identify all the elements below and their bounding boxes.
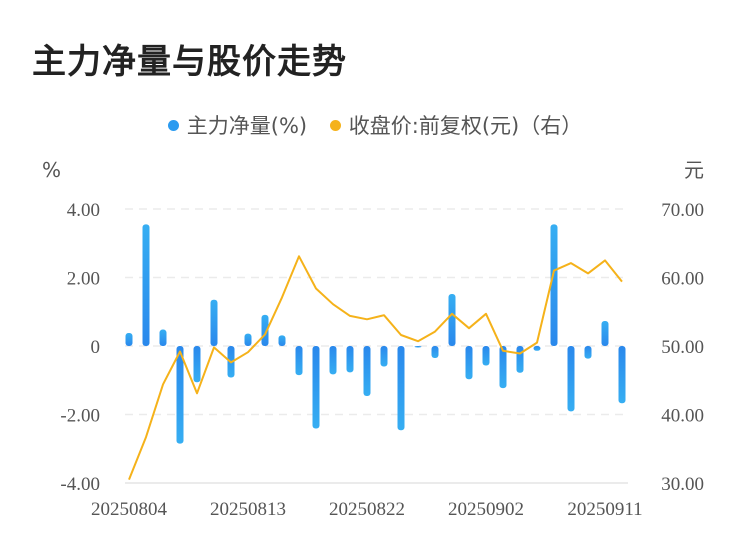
bar-20250911 [601,320,609,346]
bar-20250806 [159,329,167,346]
bar-20250815 [278,335,286,346]
bar-20250822 [363,346,371,397]
right-tick-label: 40.00 [661,406,704,427]
left-axis-unit: % [42,158,61,182]
bar-20250829 [448,293,456,346]
x-tick-label: 20250813 [210,499,286,520]
left-tick-label: 4.00 [67,200,100,221]
bar-20250814 [261,314,269,346]
legend-dot-yellow [329,119,341,131]
left-tick-label: -4.00 [60,474,100,495]
bar-20250903 [499,346,507,389]
bar-20250827 [414,346,422,348]
bar-20250820 [329,346,337,375]
bar-20250819 [312,346,320,429]
bar-20250908 [550,224,558,346]
right-tick-label: 30.00 [661,474,704,495]
right-tick-label: 50.00 [661,337,704,358]
close-price-line [128,255,623,480]
x-tick-label: 20250902 [448,499,524,520]
bar-20250811 [210,299,218,346]
bar-20250826 [397,346,405,431]
bar-20250808 [193,346,201,383]
legend-label: 收盘价:前复权(元)（右） [348,114,583,138]
bar-20250813 [244,333,252,346]
bar-20250909 [567,346,575,412]
bar-20250902 [482,346,490,366]
left-tick-label: 0 [91,337,101,358]
right-tick-label: 70.00 [661,200,704,221]
bar-20250910 [584,346,592,359]
bar-20250821 [346,346,354,373]
legend-item-net-volume[interactable]: 主力净量(%) [167,110,308,140]
legend-dot-blue [167,119,179,131]
left-tick-label: 2.00 [67,269,100,290]
right-axis-unit: 元 [684,158,704,182]
bar-20250818 [295,346,303,376]
x-tick-label: 20250911 [567,499,642,520]
bar-20250905 [533,346,541,351]
bar-20250805 [142,224,150,346]
x-tick-label: 20250804 [91,499,168,520]
bar-20250804 [125,332,133,346]
bar-20250825 [380,346,388,367]
right-tick-label: 60.00 [661,269,704,290]
x-tick-label: 20250822 [329,499,405,520]
bar-20250807 [176,346,184,444]
chart-title: 主力净量与股价走势 [32,42,347,82]
legend-label: 主力净量(%) [186,114,308,138]
bar-20250904 [516,346,524,373]
left-tick-label: -2.00 [60,406,100,427]
bar-20250828 [431,346,439,358]
bar-20250901 [465,346,473,380]
legend-item-close-price[interactable]: 收盘价:前复权(元)（右） [329,110,583,140]
bar-20250912 [618,346,626,404]
legend: 主力净量(%) 收盘价:前复权(元)（右） [0,110,750,140]
